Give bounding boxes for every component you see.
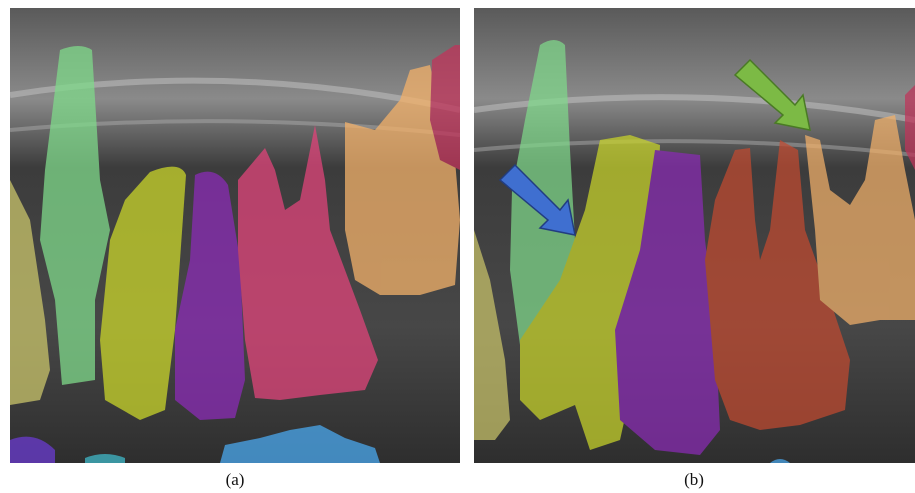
caption: (b) [684, 470, 704, 489]
figure: (a) (b) [0, 0, 915, 493]
panel-a-image [10, 8, 460, 463]
caption: (a) [226, 470, 245, 489]
panel-b-image [474, 8, 915, 463]
